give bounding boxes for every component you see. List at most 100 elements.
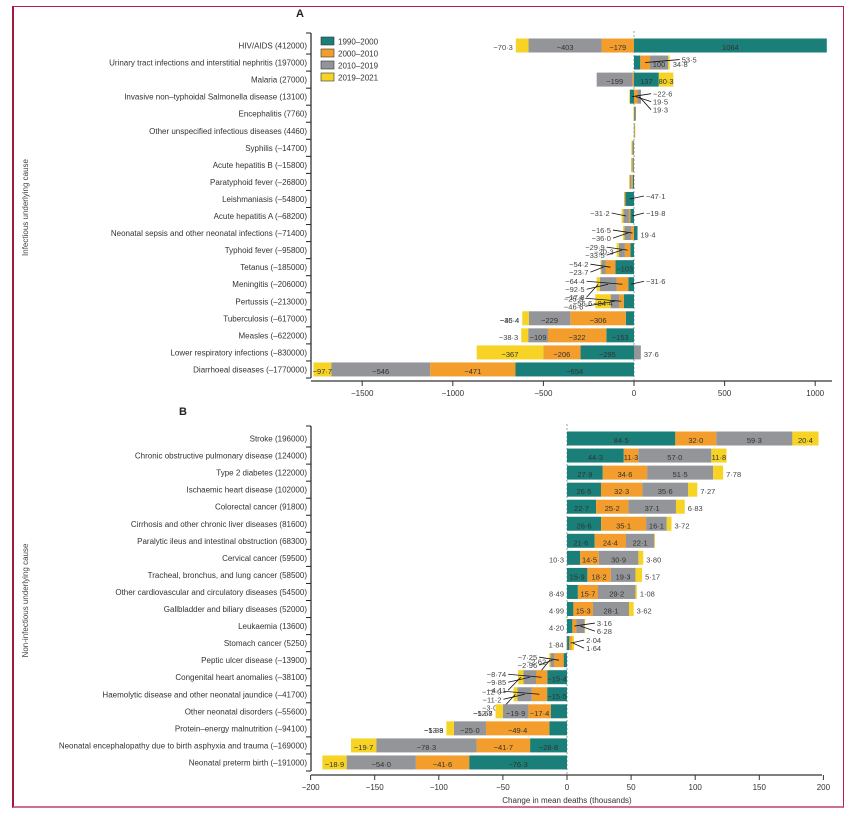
callout-leader xyxy=(508,673,542,678)
bar-segment-2000-2010 xyxy=(634,123,635,138)
bar-segment-2010-2019 xyxy=(601,260,606,275)
data-label: −367 xyxy=(502,350,519,359)
data-label: 4·99 xyxy=(549,607,564,616)
data-label: −2·96 xyxy=(518,661,537,670)
bar-segment-2010-2019 xyxy=(625,533,655,548)
data-label: −4·11 xyxy=(487,686,506,695)
bar-row-congenital-heart-anomalies: Congenital heart anomalies (–38100) −15·4… xyxy=(175,670,567,695)
bar-segment-2019-2021 xyxy=(688,482,698,497)
bar-segment-2019-2021 xyxy=(616,243,619,258)
category-label: Tuberculosis (–617000) xyxy=(223,314,307,323)
panel-title: A xyxy=(296,8,304,20)
data-label: 53·5 xyxy=(682,56,697,65)
data-label: 4·20 xyxy=(549,624,564,633)
data-label: −206 xyxy=(553,350,570,359)
data-label: 7·27 xyxy=(700,487,715,496)
bar-segment-2000-2010 xyxy=(573,602,594,616)
bar-row-invasive-non-typhoidal-salmonella-disease: Invasive non–typhoidal Salmonella diseas… xyxy=(124,89,672,115)
data-label: 24·4 xyxy=(603,538,618,547)
bar-segment-2019-2021 xyxy=(600,260,602,275)
data-label: 35·6 xyxy=(658,487,673,496)
data-label: −12·0 xyxy=(482,687,501,696)
bar-segment-2019-2021 xyxy=(634,123,636,138)
data-label: −47·1 xyxy=(646,192,665,201)
data-label: 1·08 xyxy=(640,589,655,598)
bar-segment-2000-2010 xyxy=(430,362,516,377)
bar-segment-2019-2021 xyxy=(792,431,819,446)
callout-leader xyxy=(580,625,596,632)
category-label: Ischaemic heart disease (102000) xyxy=(186,486,307,495)
y-axis-title: Non-infectious underlying cause xyxy=(21,543,30,657)
callout-leader xyxy=(503,690,540,695)
bar-segment-2010-2019 xyxy=(642,482,689,497)
bar-segment-1990-2000 xyxy=(469,755,567,770)
bar-segment-2019-2021 xyxy=(622,226,625,241)
data-label: 19·4 xyxy=(641,231,656,240)
data-label: −41·6 xyxy=(433,760,452,769)
bar-segment-2010-2019 xyxy=(596,72,633,87)
data-label: 14·5 xyxy=(582,555,597,564)
data-label: −2·62 xyxy=(527,658,546,667)
data-label: 1·84 xyxy=(549,641,564,650)
bar-segment-2019-2021 xyxy=(518,670,524,685)
callout-leader xyxy=(631,280,645,285)
callout-leader xyxy=(606,249,622,256)
callout-leader xyxy=(631,93,652,98)
bar-segment-2019-2021 xyxy=(654,533,655,548)
callout-leader xyxy=(507,676,522,691)
data-label: −36·4 xyxy=(500,316,519,325)
callout-leader xyxy=(586,280,623,285)
bar-segment-1990-2000 xyxy=(567,533,595,548)
callout-leader xyxy=(585,300,615,307)
x-tick-label: −50 xyxy=(496,783,510,792)
category-label: Tetanus (–185000) xyxy=(240,263,307,272)
x-tick-label: 100 xyxy=(689,783,703,792)
bar-segment-2019-2021 xyxy=(666,516,672,531)
bar-segment-2010-2019 xyxy=(528,311,571,326)
data-label: −654 xyxy=(566,367,583,376)
bar-segment-1990-2000 xyxy=(634,72,659,87)
category-label: Acute hepatitis B (–15800) xyxy=(213,161,308,170)
data-label: −22·6 xyxy=(653,90,672,99)
data-label: 19·3 xyxy=(616,572,631,581)
bar-row-tuberculosis: Tuberculosis (–617000) −45·4 −306 −229 −36·4 xyxy=(223,311,634,328)
category-label: Meningitis (–206000) xyxy=(232,280,307,289)
bar-segment-2010-2019 xyxy=(566,636,568,651)
data-label: 11·3 xyxy=(624,453,638,462)
bar-row-leishmaniasis: Leishmaniasis (–54800) −47·1 xyxy=(222,191,665,208)
bar-segment-2019-2021 xyxy=(633,106,635,121)
bar-segment-2019-2021 xyxy=(624,191,625,206)
data-label: 1064 xyxy=(722,43,739,52)
bar-row-leukaemia: Leukaemia (13600) 4·20 3·166·28 xyxy=(238,619,612,636)
bar-segment-1990-2000 xyxy=(567,636,570,651)
bar-segment-1990-2000 xyxy=(563,653,567,668)
bar-segment-2010-2019 xyxy=(629,174,632,189)
bar-segment-2019-2021 xyxy=(675,499,685,514)
category-label: Measles (–622000) xyxy=(239,331,308,340)
data-label: −13·8 xyxy=(424,726,443,735)
data-label: −76·3 xyxy=(508,760,527,769)
bar-segment-2019-2021 xyxy=(621,209,624,223)
bar-segment-1990-2000 xyxy=(580,345,634,360)
category-label: Paralytic ileus and intestinal obstructi… xyxy=(137,537,307,546)
data-label: −41·7 xyxy=(494,743,513,752)
bar-segment-2019-2021 xyxy=(635,567,643,582)
callout-leader xyxy=(638,96,652,110)
category-label: Other unspecified infectious diseases (4… xyxy=(149,127,307,136)
bar-segment-1990-2000 xyxy=(634,106,635,121)
bar-segment-1990-2000 xyxy=(567,567,588,582)
legend: 1990–2000 2000–2010 2010–2019 2019–2021 xyxy=(320,36,379,83)
panel-b: B Non-infectious underlying cause Stroke (… xyxy=(21,406,831,805)
bar-row-colorectal-cancer: Colorectal cancer (91800) 22·7 25·2 37·1 6·8… xyxy=(215,499,703,516)
bar-segment-2019-2021 xyxy=(631,140,632,155)
category-label: Syphilis (–14700) xyxy=(245,144,307,153)
callout-leader xyxy=(611,212,627,217)
figure-frame xyxy=(12,6,844,808)
data-label: 20·4 xyxy=(798,436,813,445)
bar-row-chronic-obstructive-pulmonary-disease: Chronic obstructive pulmonary disease (1… xyxy=(135,448,727,465)
bar-segment-2010-2019 xyxy=(528,38,602,53)
bar-segment-2019-2021 xyxy=(515,38,529,53)
category-label: Leukaemia (13600) xyxy=(238,622,307,631)
bar-segment-2019-2021 xyxy=(322,755,347,770)
bar-segment-1990-2000 xyxy=(547,670,567,685)
